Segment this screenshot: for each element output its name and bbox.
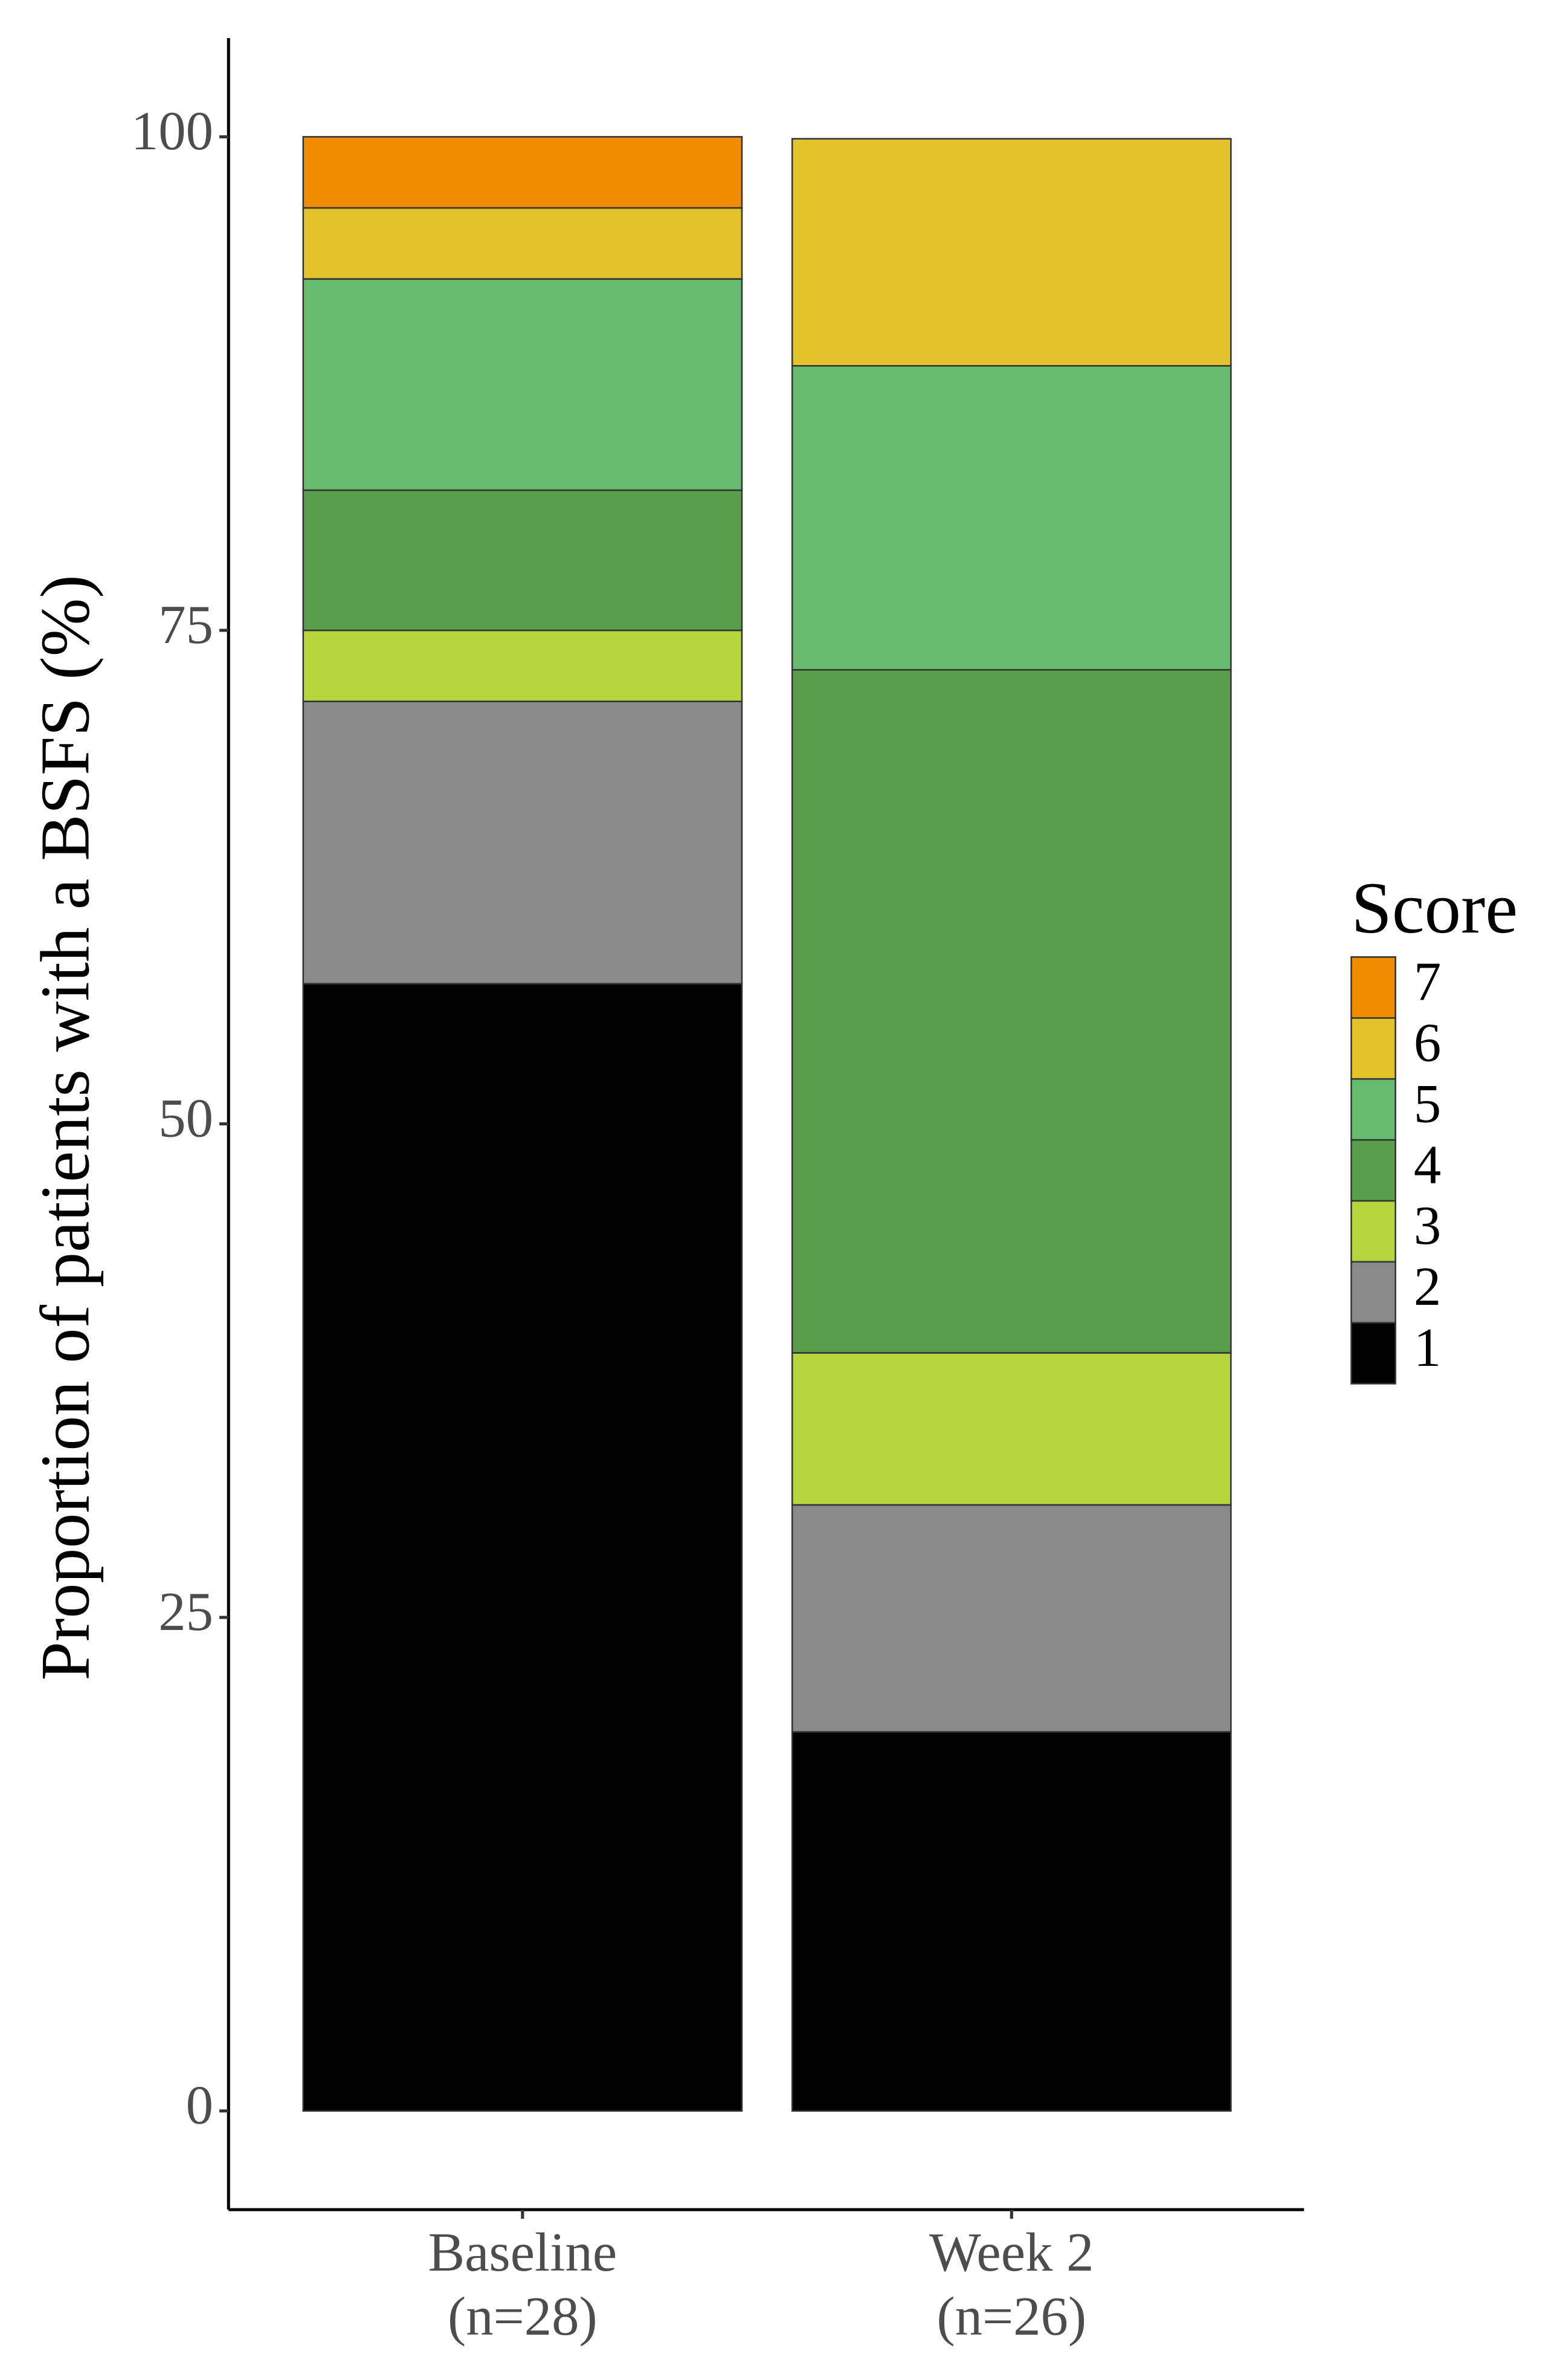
bar-segment xyxy=(791,138,1232,367)
y-tick-label: 0 xyxy=(186,2075,213,2136)
y-tick-label: 50 xyxy=(158,1087,213,1148)
legend-key xyxy=(1350,1200,1396,1263)
legend-key xyxy=(1350,956,1396,1019)
legend-key xyxy=(1350,1139,1396,1202)
legend-key xyxy=(1350,1017,1396,1080)
legend-label: 2 xyxy=(1414,1256,1441,1317)
y-tick-label: 100 xyxy=(131,100,213,161)
bar-segment xyxy=(791,365,1232,671)
legend-title: Score xyxy=(1352,868,1518,949)
x-tick-label: Baseline (n=28) xyxy=(428,2222,617,2347)
bar-segment xyxy=(302,207,743,280)
legend-label: 7 xyxy=(1414,951,1441,1012)
x-tick-label-line: Week 2 xyxy=(929,2222,1094,2283)
legend-label: 6 xyxy=(1414,1012,1441,1073)
y-tick-label: 25 xyxy=(158,1581,213,1642)
x-tick-label-line: (n=28) xyxy=(448,2286,598,2347)
y-tick-label: 75 xyxy=(158,594,213,655)
legend-key xyxy=(1350,1261,1396,1324)
legend-label: 5 xyxy=(1414,1073,1441,1134)
bar-segment xyxy=(302,136,743,209)
bar-segment xyxy=(791,1352,1232,1506)
legend-label: 4 xyxy=(1414,1134,1441,1195)
bar-segment xyxy=(302,629,743,702)
bar-segment xyxy=(302,278,743,491)
legend-label: 3 xyxy=(1414,1195,1441,1256)
x-tick-label-line: Baseline xyxy=(428,2222,617,2283)
bar-segment xyxy=(302,700,743,985)
bar-segment xyxy=(302,983,743,2112)
x-tick-label: Week 2 (n=26) xyxy=(929,2222,1094,2347)
y-axis-title: Proportion of patients with a BSFS (%) xyxy=(27,575,104,1681)
bar-segment xyxy=(302,489,743,632)
bar-segment xyxy=(791,1504,1232,1733)
bar-segment xyxy=(791,669,1232,1354)
x-tick-label-line: (n=26) xyxy=(936,2286,1086,2347)
legend-label: 1 xyxy=(1414,1317,1441,1378)
legend-key xyxy=(1350,1322,1396,1385)
bar-segment xyxy=(791,1731,1232,2112)
legend-key xyxy=(1350,1078,1396,1141)
